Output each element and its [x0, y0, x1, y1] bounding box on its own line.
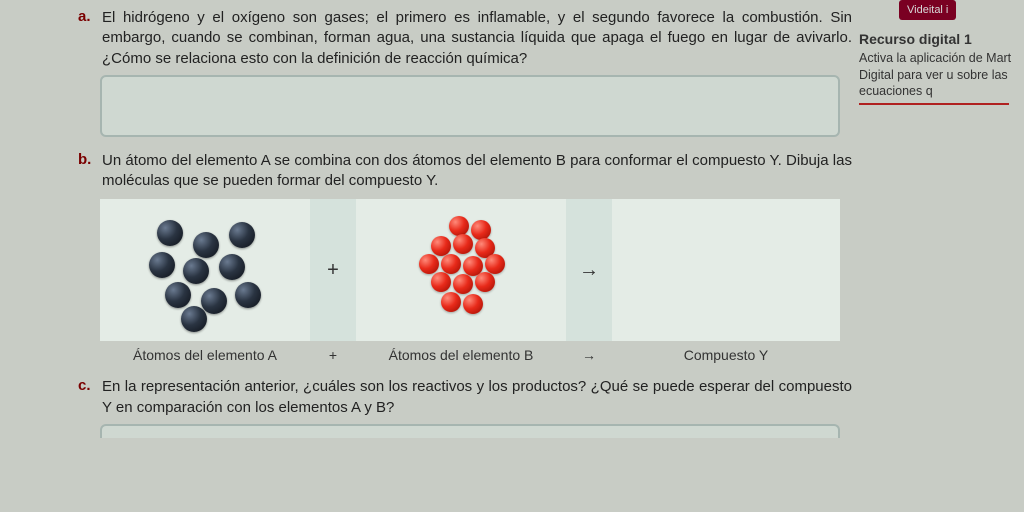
answer-box-a[interactable] [100, 75, 840, 137]
atom-a [165, 282, 191, 308]
question-b: b. Un átomo del elemento A se combina co… [78, 151, 1024, 192]
atom-b [441, 292, 461, 312]
resource-title: Recurso digital 1 [859, 30, 1024, 48]
question-letter: a. [78, 8, 94, 25]
atom-b [463, 294, 483, 314]
element-b-panel [356, 199, 566, 341]
element-a-panel [100, 199, 310, 341]
label-element-a: Átomos del elemento A [100, 347, 310, 363]
atom-a [193, 232, 219, 258]
resource-body: Activa la aplicación de Mart Digital par… [859, 50, 1024, 99]
sidebar-resource: Videital i Recurso digital 1 Activa la a… [859, 0, 1024, 105]
arrow-symbol: → [566, 199, 612, 341]
resource-underline [859, 103, 1009, 105]
atoms-b-cluster [391, 210, 531, 330]
question-text: Un átomo del elemento A se combina con d… [102, 151, 852, 192]
label-compound-y: Compuesto Y [612, 347, 840, 363]
atom-a [157, 220, 183, 246]
atom-b [471, 220, 491, 240]
atom-a [181, 306, 207, 332]
question-letter: c. [78, 377, 94, 394]
atom-a [201, 288, 227, 314]
digital-tag: Videital i [899, 0, 956, 20]
question-c: c. En la representación anterior, ¿cuále… [78, 377, 1024, 418]
worksheet-page: Videital i Recurso digital 1 Activa la a… [0, 0, 1024, 438]
question-text: En la representación anterior, ¿cuáles s… [102, 377, 852, 418]
atom-a [219, 254, 245, 280]
atom-b [419, 254, 439, 274]
label-plus: + [310, 347, 356, 363]
compound-y-panel [612, 199, 840, 341]
question-text: El hidrógeno y el oxígeno son gases; el … [102, 8, 852, 69]
atom-b [485, 254, 505, 274]
atom-a [229, 222, 255, 248]
plus-symbol: + [310, 199, 356, 341]
atom-a [183, 258, 209, 284]
atom-b [475, 272, 495, 292]
atom-b [431, 236, 451, 256]
atom-b [441, 254, 461, 274]
reaction-diagram: + → [100, 199, 840, 341]
label-element-b: Átomos del elemento B [356, 347, 566, 363]
diagram-labels: Átomos del elemento A + Átomos del eleme… [100, 347, 840, 363]
atom-a [149, 252, 175, 278]
label-arrow: → [566, 347, 612, 363]
answer-box-c[interactable] [100, 424, 840, 438]
atom-b [449, 216, 469, 236]
atom-b [431, 272, 451, 292]
atom-b [453, 274, 473, 294]
atom-b [453, 234, 473, 254]
atom-a [235, 282, 261, 308]
question-letter: b. [78, 151, 94, 168]
atoms-a-cluster [135, 210, 275, 330]
